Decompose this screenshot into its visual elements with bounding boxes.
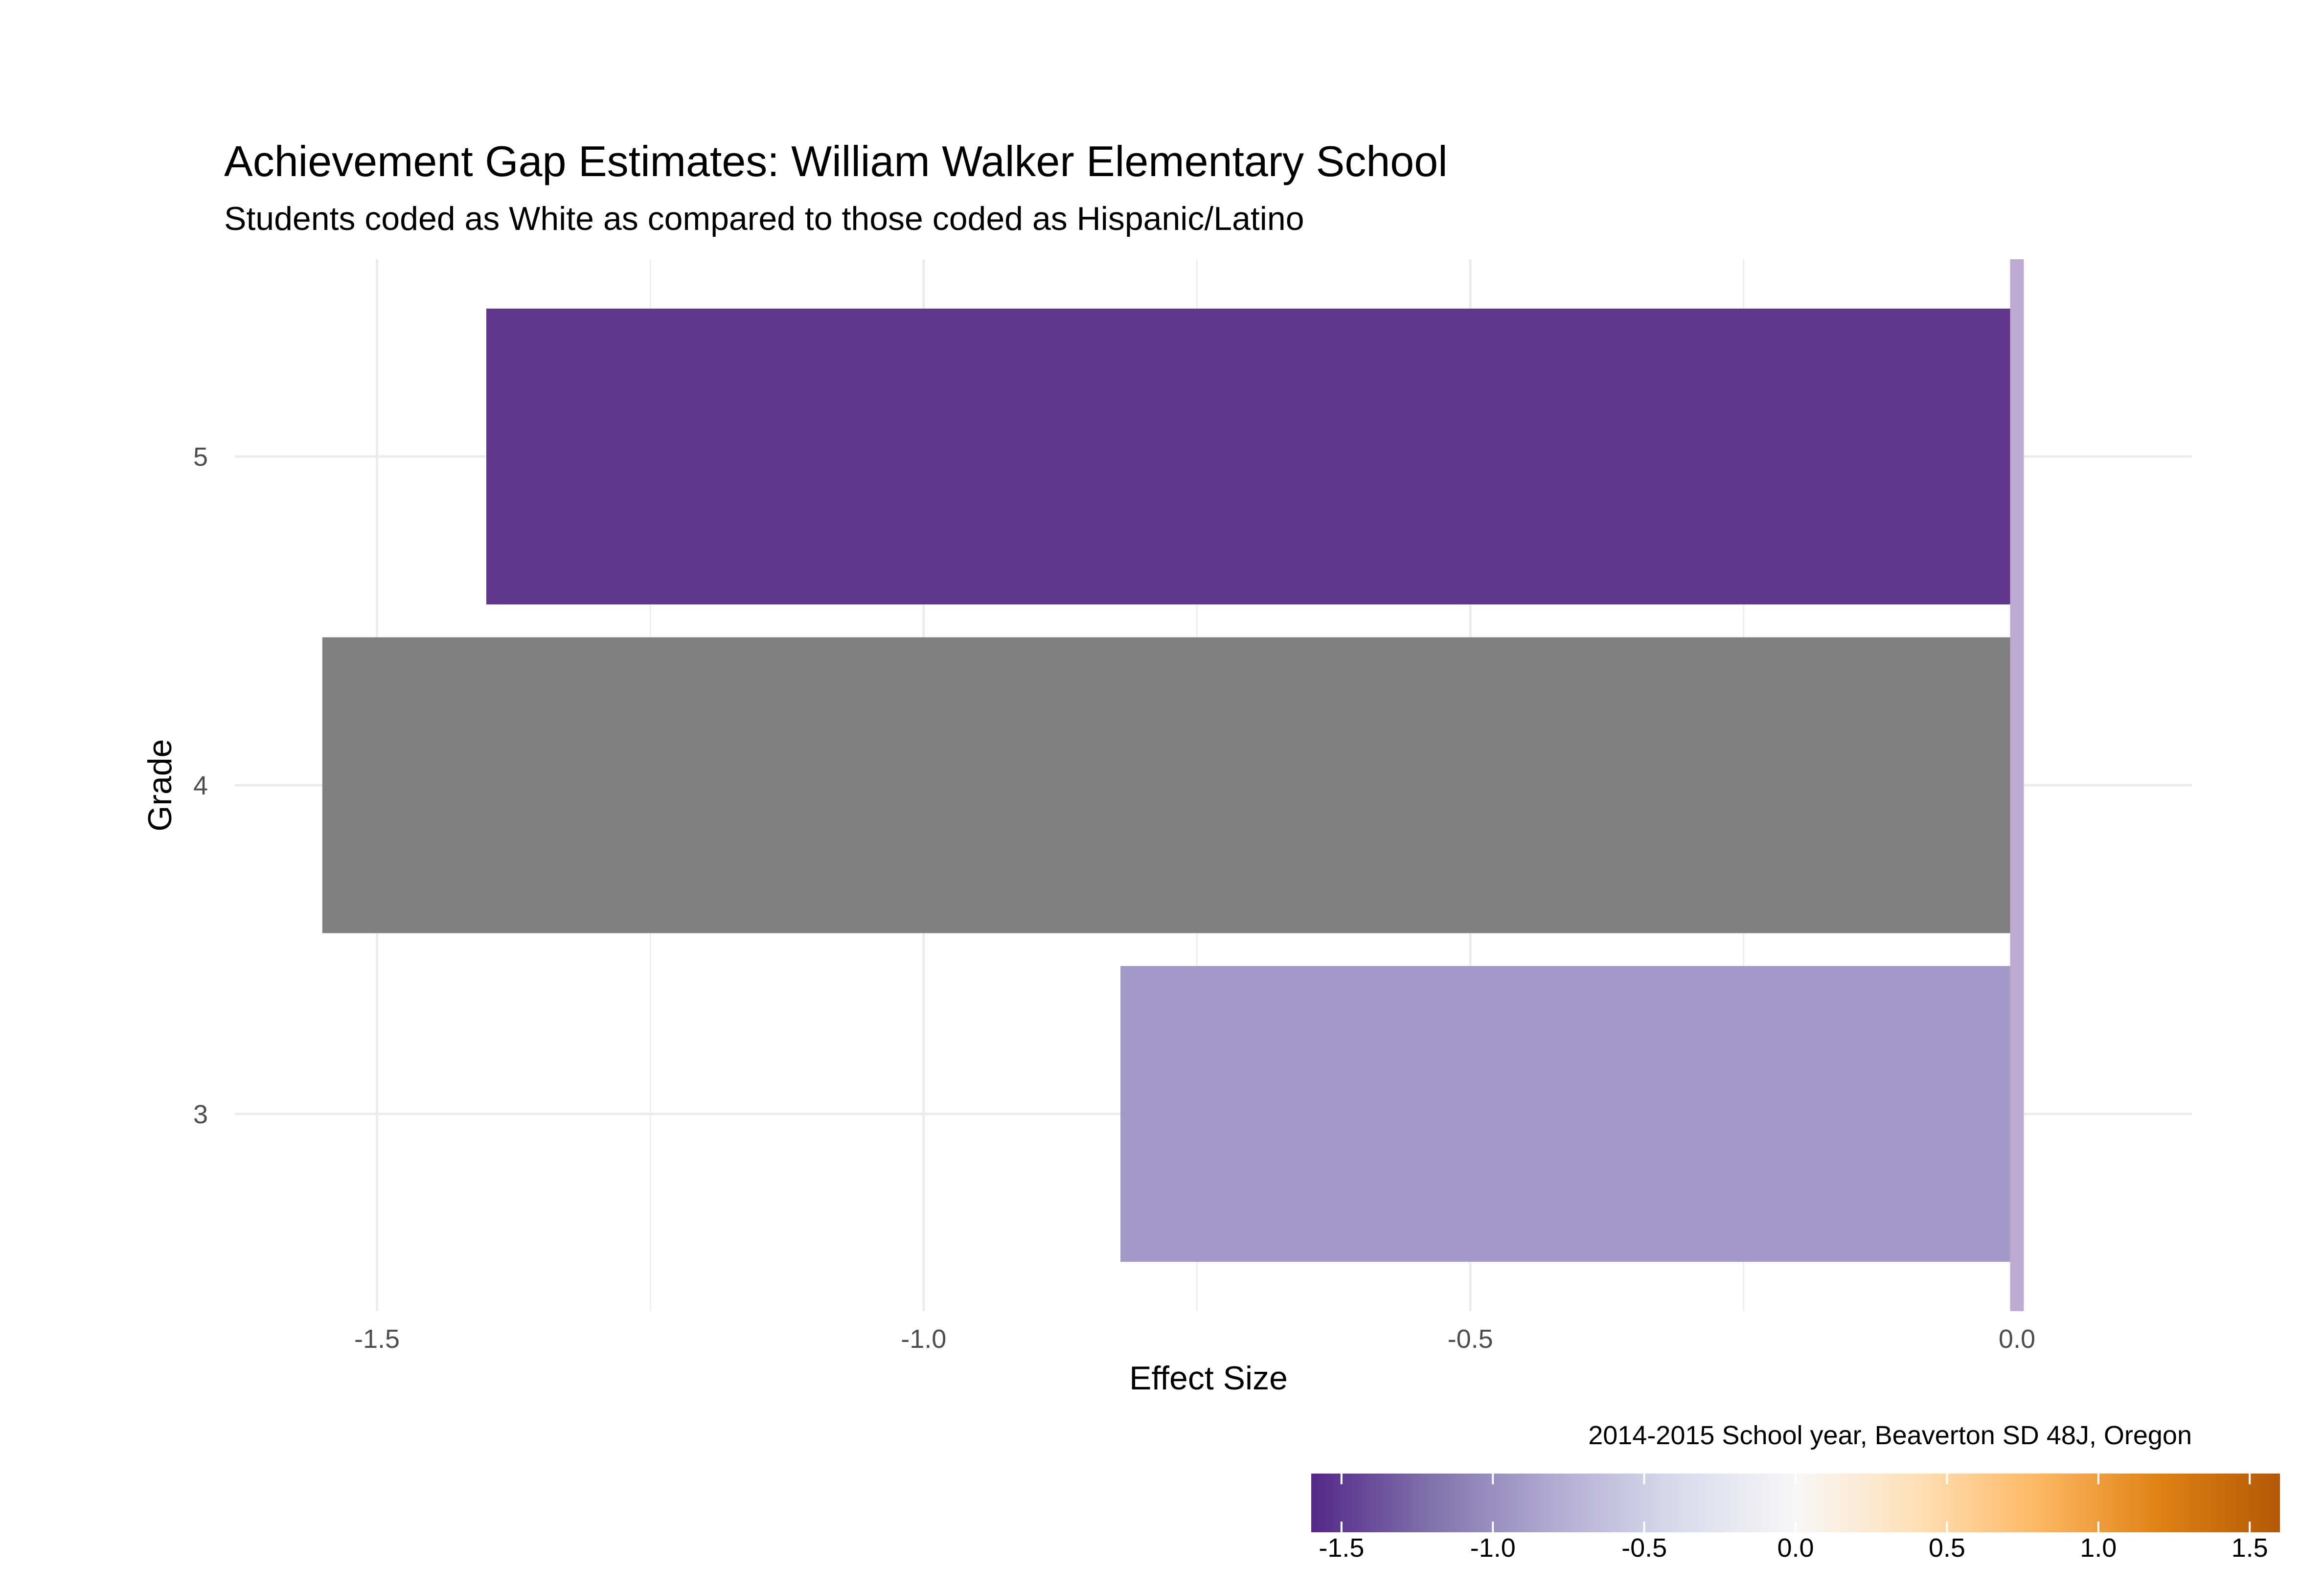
y-tick-label: 3: [193, 1100, 208, 1129]
chart-caption: 2014-2015 School year, Beaverton SD 48J,…: [1588, 1421, 2192, 1450]
colorbar-label: 1.0: [2080, 1533, 2117, 1563]
x-tick-label: 0.0: [1999, 1324, 2035, 1354]
x-axis-title: Effect Size: [1129, 1360, 1288, 1397]
y-axis-title: Grade: [141, 739, 179, 832]
x-tick-label: -1.0: [901, 1324, 946, 1354]
colorbar-label: 0.5: [1929, 1533, 1965, 1563]
x-tick-label: -1.5: [354, 1324, 400, 1354]
color-legend: -1.5 -1.0 -0.5 0.0 0.5 1.0 1.5: [1311, 1474, 2280, 1563]
colorbar-label: 1.5: [2232, 1533, 2268, 1563]
colorbar-label: -1.0: [1470, 1533, 1516, 1563]
colorbar-label: -0.5: [1621, 1533, 1667, 1563]
chart-subtitle: Students coded as White as compared to t…: [224, 200, 1304, 237]
colorbar-label: -1.5: [1319, 1533, 1364, 1563]
bar-grade-3: [1120, 966, 2017, 1262]
x-tick-label: -0.5: [1448, 1324, 1493, 1354]
bar-grade-4: [322, 637, 2017, 933]
bars: [322, 308, 2017, 1262]
y-tick-label: 5: [193, 442, 208, 472]
chart-title: Achievement Gap Estimates: William Walke…: [224, 137, 1448, 185]
bar-grade-5: [486, 308, 2017, 605]
y-tick-label: 4: [193, 771, 208, 800]
x-axis-ticks: -1.5 -1.0 -0.5 0.0: [354, 1324, 2035, 1354]
y-axis-ticks: 3 4 5: [193, 442, 208, 1129]
colorbar-label: 0.0: [1777, 1533, 1814, 1563]
